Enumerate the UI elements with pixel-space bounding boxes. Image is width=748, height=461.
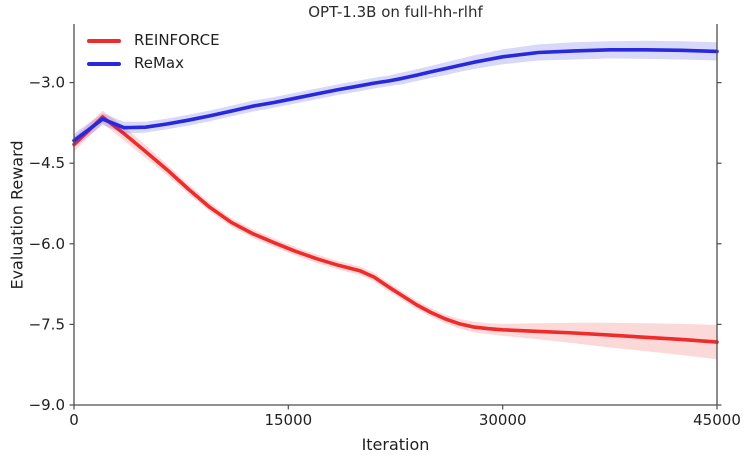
legend: REINFORCE ReMax <box>87 29 220 75</box>
legend-line-swatch <box>87 61 121 66</box>
x-tick-label: 0 <box>69 411 79 429</box>
legend-item-remax: ReMax <box>87 52 220 75</box>
series-line-reinforce <box>72 115 719 344</box>
series-line-remax <box>72 47 719 143</box>
legend-item-reinforce: REINFORCE <box>87 29 220 52</box>
x-tick-label: 30000 <box>479 411 527 429</box>
y-tick-label: −4.5 <box>29 154 65 172</box>
y-tick-label: −3.0 <box>29 74 65 92</box>
y-axis-label: Evaluation Reward <box>7 140 27 290</box>
x-axis-label: Iteration <box>361 435 430 454</box>
y-tick-label: −9.0 <box>29 396 65 414</box>
legend-label: ReMax <box>134 54 184 72</box>
legend-label: REINFORCE <box>134 31 220 49</box>
x-tick-label: 15000 <box>264 411 312 429</box>
series-band-reinforce <box>74 110 717 360</box>
chart-title: OPT-1.3B on full-hh-rlhf <box>308 3 483 21</box>
y-tick-label: −7.5 <box>29 315 65 333</box>
y-tick-label: −6.0 <box>29 235 65 253</box>
legend-line-swatch <box>87 38 121 43</box>
x-tick-label: 45000 <box>693 411 741 429</box>
